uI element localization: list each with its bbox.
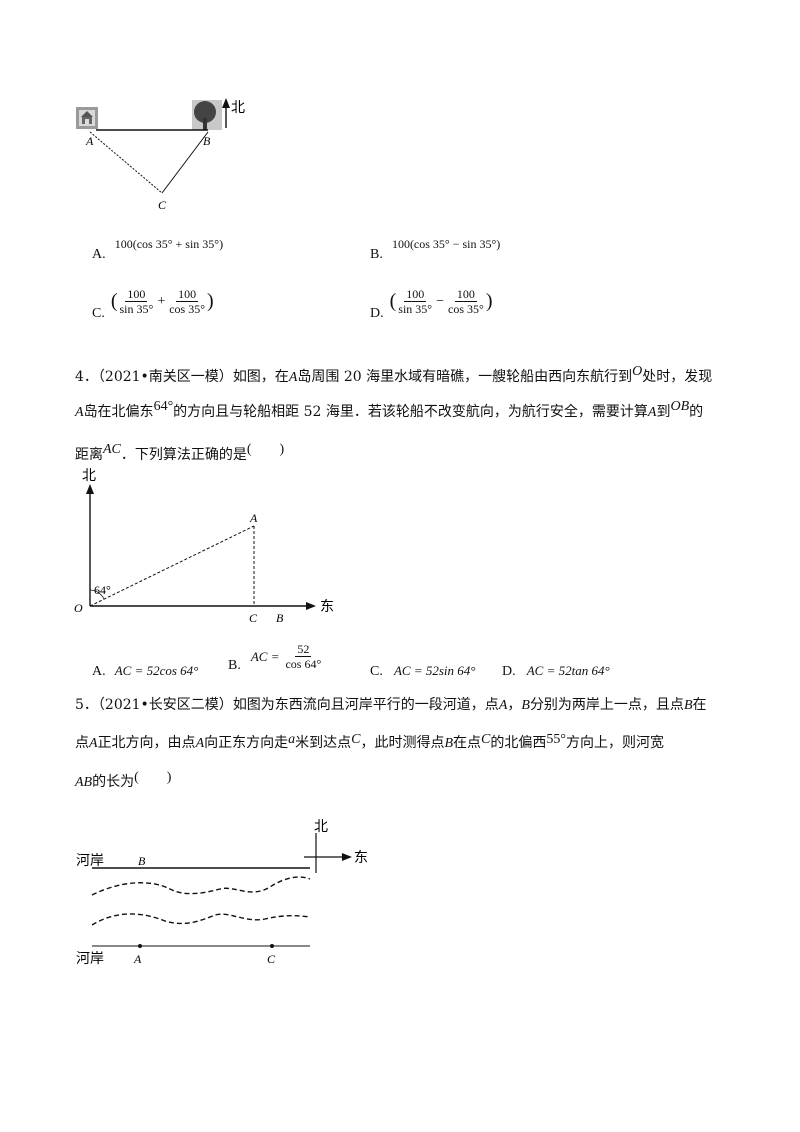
triangle-diagram: 北 A B C	[76, 98, 245, 212]
angle-label: 64°	[94, 583, 111, 597]
question-source: （2021•长安区二模）	[97, 697, 233, 713]
fraction: 100 cos 35°	[448, 287, 484, 316]
q4-option-c[interactable]: C. AC = 52sin 64°	[370, 660, 475, 680]
point-b-label: B	[138, 854, 146, 868]
answer-blank: ( )	[246, 442, 285, 457]
q4-option-d[interactable]: D. AC = 52tan 64°	[502, 660, 610, 680]
close-paren: )	[485, 290, 493, 312]
bearing-diagram: 北 东 64° A O C B	[74, 468, 334, 625]
open-paren: (	[110, 290, 118, 312]
point-c-label: C	[249, 611, 258, 625]
option-expression: 100(cos 35° − sin 35°)	[391, 237, 501, 251]
bottom-bank-label: 河岸	[76, 951, 104, 967]
point-a-label: A	[249, 511, 258, 525]
q5-line-3: AB的长为( )	[75, 770, 172, 790]
question-source: （2021•南关区一模）	[97, 369, 233, 385]
point-c-label: C	[158, 198, 167, 212]
q5-line-2: 点A正北方向，由点A向正东方向走a米到达点C，此时测得点B在点C的北偏西55°方…	[75, 732, 664, 751]
option-expression: AC = 52tan 64°	[526, 663, 610, 678]
q3-option-c[interactable]: C. ( 100 sin 35° + 100 cos 35° )	[92, 287, 214, 321]
option-letter: A.	[92, 247, 106, 262]
option-expression: 100(cos 35° + sin 35°)	[114, 237, 224, 251]
operator: −	[436, 293, 445, 309]
top-bank-label: 河岸	[76, 853, 104, 869]
option-letter: D.	[370, 305, 384, 321]
figure-q3: 北 A B C	[70, 90, 260, 215]
question-number: 5．	[75, 697, 98, 713]
point-a-label: A	[133, 952, 142, 966]
option-letter: C.	[92, 305, 105, 321]
option-letter: B.	[370, 247, 383, 262]
figure-q5: 北 东 河岸 B 河岸 A C	[70, 815, 370, 975]
option-lhs: AC =	[250, 648, 280, 664]
question-number: 4．	[75, 369, 98, 385]
point-a-label: A	[85, 134, 94, 148]
point-b-label: B	[203, 134, 211, 148]
q4-line-1: 4．（2021•南关区一模）如图，在A岛周围 20 海里水域有暗礁，一艘轮船由西…	[75, 364, 713, 385]
close-paren: )	[207, 290, 214, 312]
fraction: 100 sin 35°	[119, 287, 154, 316]
q5-line-1: 5．（2021•长安区二模）如图为东西流向且河岸平行的一段河道，点A，B分别为两…	[75, 697, 707, 713]
north-label: 北	[231, 100, 245, 116]
east-label: 东	[354, 850, 368, 866]
north-label: 北	[314, 819, 328, 835]
point-b-label: B	[276, 611, 284, 625]
q3-option-a[interactable]: A. 100(cos 35° + sin 35°)	[92, 233, 224, 262]
q4-option-b[interactable]: B. AC = 52 cos 64°	[228, 642, 323, 673]
option-letter: C.	[370, 664, 383, 679]
q3-option-d[interactable]: D. ( 100 sin 35° − 100 cos 35° )	[370, 287, 493, 321]
east-label: 东	[320, 599, 334, 615]
option-letter: A.	[92, 664, 106, 679]
q4-line-2: A岛在北偏东64°的方向且与轮船相距 52 海里．若该轮船不改变航向，为航行安全…	[75, 399, 704, 420]
answer-blank: ( )	[134, 770, 172, 785]
tree-icon	[192, 100, 222, 130]
option-letter: B.	[228, 657, 241, 673]
point-o-label: O	[74, 601, 83, 615]
option-letter: D.	[502, 664, 516, 679]
building-icon	[76, 107, 98, 129]
point-c-label: C	[267, 952, 276, 966]
q3-option-b[interactable]: B. 100(cos 35° − sin 35°)	[370, 233, 501, 262]
q4-option-a[interactable]: A. AC = 52cos 64°	[92, 660, 198, 680]
river-diagram: 北 东 河岸 B 河岸 A C	[76, 819, 368, 967]
fraction: 52 cos 64°	[285, 642, 322, 671]
option-expression: AC = 52sin 64°	[393, 663, 476, 678]
option-expression: AC = 52cos 64°	[114, 663, 199, 678]
north-label: 北	[82, 468, 96, 484]
fraction: 100 cos 35°	[169, 287, 206, 316]
figure-q4: 北 东 64° A O C B	[70, 462, 340, 627]
open-paren: (	[389, 290, 397, 312]
operator: +	[157, 293, 166, 309]
fraction: 100 sin 35°	[398, 287, 433, 316]
q4-line-3: 距离AC．下列算法正确的是( )	[75, 442, 285, 463]
